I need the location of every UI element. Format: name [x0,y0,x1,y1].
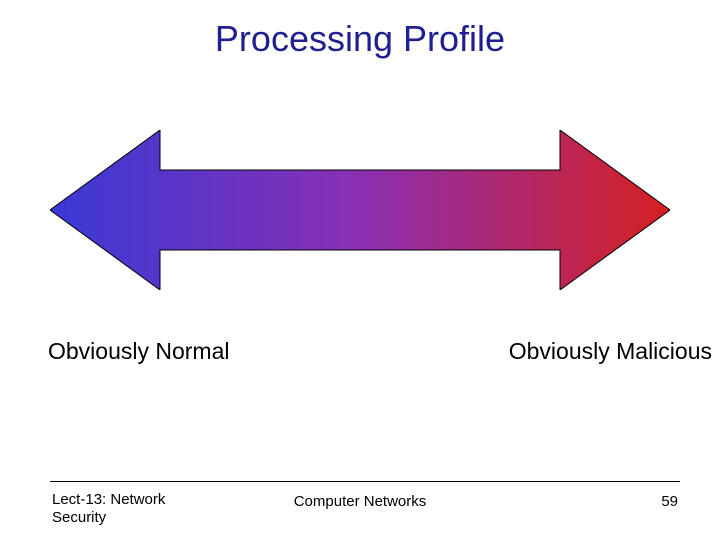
footer-lecture-line2: Security [52,509,106,526]
label-normal: Obviously Normal [48,338,230,365]
slide-title: Processing Profile [0,18,720,60]
footer-course: Computer Networks [0,493,720,510]
footer-page-number: 59 [661,493,678,510]
spectrum-arrow [50,130,670,290]
footer-rule [50,481,680,482]
label-malicious: Obviously Malicious [509,338,712,365]
